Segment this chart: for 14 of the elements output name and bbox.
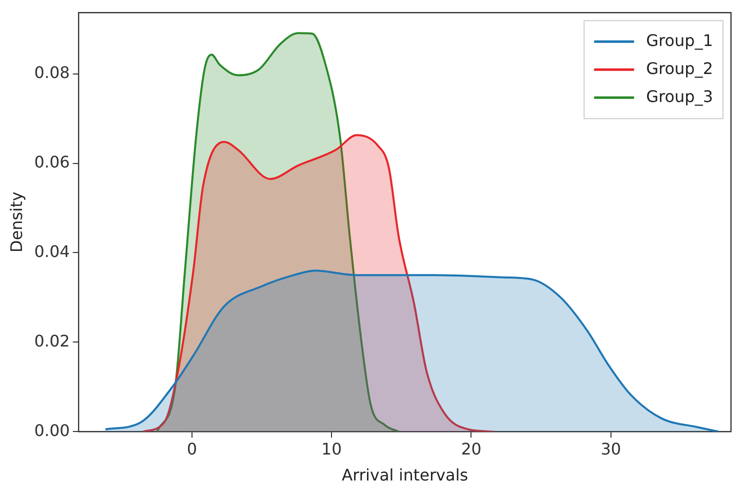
legend-label: Group_2 <box>646 58 713 78</box>
x-tick-label: 10 <box>321 439 342 458</box>
y-axis-title: Density <box>6 192 26 253</box>
x-tick-label: 30 <box>600 439 622 458</box>
x-tick-label: 0 <box>186 439 198 458</box>
y-tick-label: 0.08 <box>34 63 70 82</box>
y-tick-label: 0.00 <box>34 420 70 440</box>
y-tick-label: 0.02 <box>34 331 70 350</box>
legend-label: Group_1 <box>646 30 713 50</box>
x-tick-label: 20 <box>461 439 482 458</box>
y-tick-label: 0.04 <box>34 242 70 261</box>
x-axis-title: Arrival intervals <box>342 466 468 485</box>
legend-label: Group_3 <box>646 86 713 106</box>
y-tick-label: 0.06 <box>34 152 70 172</box>
